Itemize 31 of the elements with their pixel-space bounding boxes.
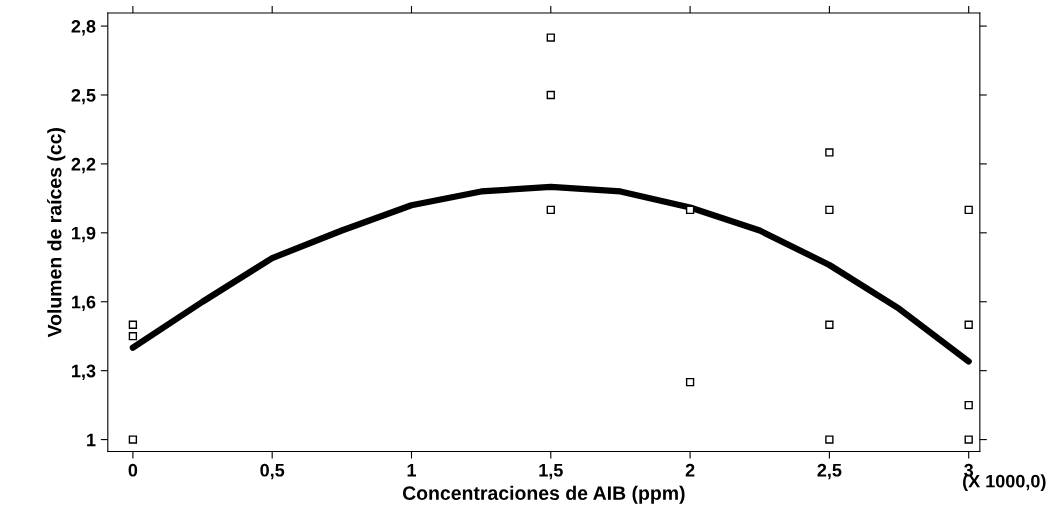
x-tick-label: 2,5 <box>817 463 842 480</box>
x-tick-label: 2 <box>685 463 695 477</box>
point <box>546 205 555 215</box>
x-axis-title: Concentraciones de AIB (ppm) <box>402 485 685 504</box>
x-tick-label: 0,5 <box>260 463 285 480</box>
point <box>128 435 138 444</box>
y-tick-label: 1,3 <box>72 364 96 380</box>
x-tick-label: 0 <box>128 463 138 477</box>
point <box>964 400 973 410</box>
point <box>128 332 138 341</box>
point <box>964 205 973 215</box>
point <box>825 205 834 215</box>
point <box>546 33 555 42</box>
point <box>825 148 834 157</box>
y-tick-label: 1 <box>87 433 96 447</box>
point <box>685 205 695 215</box>
point <box>964 320 973 329</box>
point <box>825 320 834 329</box>
y-tick-label: 2,8 <box>71 20 96 36</box>
x-tick-label: 1 <box>407 464 417 477</box>
y-tick-label: 2,5 <box>71 88 96 105</box>
y-tick-label: 2,2 <box>71 157 96 174</box>
point <box>685 377 695 387</box>
x-tick-label: 1,5 <box>539 464 563 480</box>
point <box>546 90 555 100</box>
y-axis-title: Volumen de raíces (cc) <box>47 128 66 338</box>
point <box>825 435 834 444</box>
point <box>964 435 973 444</box>
point <box>128 320 138 329</box>
y-tick-label: 1,6 <box>72 295 96 312</box>
y-tick-label: 1,9 <box>72 226 96 243</box>
